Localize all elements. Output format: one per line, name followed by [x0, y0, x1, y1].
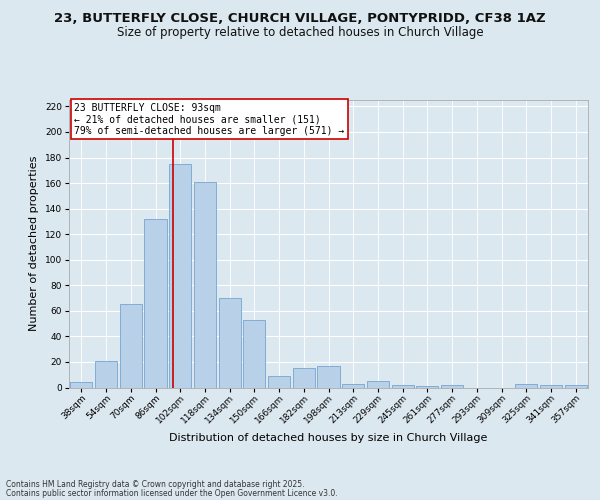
Text: Size of property relative to detached houses in Church Village: Size of property relative to detached ho…: [116, 26, 484, 39]
Bar: [218, 298, 241, 388]
Bar: [169, 164, 191, 388]
X-axis label: Distribution of detached houses by size in Church Village: Distribution of detached houses by size …: [169, 434, 488, 444]
Bar: [119, 304, 142, 388]
Bar: [268, 376, 290, 388]
Bar: [342, 384, 364, 388]
Bar: [95, 360, 117, 388]
Text: 23, BUTTERFLY CLOSE, CHURCH VILLAGE, PONTYPRIDD, CF38 1AZ: 23, BUTTERFLY CLOSE, CHURCH VILLAGE, PON…: [54, 12, 546, 26]
Bar: [416, 386, 439, 388]
Bar: [293, 368, 315, 388]
Text: Contains public sector information licensed under the Open Government Licence v3: Contains public sector information licen…: [6, 489, 338, 498]
Bar: [145, 219, 167, 388]
Bar: [392, 385, 414, 388]
Bar: [441, 385, 463, 388]
Text: 23 BUTTERFLY CLOSE: 93sqm
← 21% of detached houses are smaller (151)
79% of semi: 23 BUTTERFLY CLOSE: 93sqm ← 21% of detac…: [74, 103, 344, 136]
Bar: [243, 320, 265, 388]
Bar: [317, 366, 340, 388]
Text: Contains HM Land Registry data © Crown copyright and database right 2025.: Contains HM Land Registry data © Crown c…: [6, 480, 305, 489]
Bar: [565, 385, 587, 388]
Bar: [70, 382, 92, 388]
Bar: [367, 381, 389, 388]
Y-axis label: Number of detached properties: Number of detached properties: [29, 156, 39, 332]
Bar: [515, 384, 538, 388]
Bar: [194, 182, 216, 388]
Bar: [540, 385, 562, 388]
